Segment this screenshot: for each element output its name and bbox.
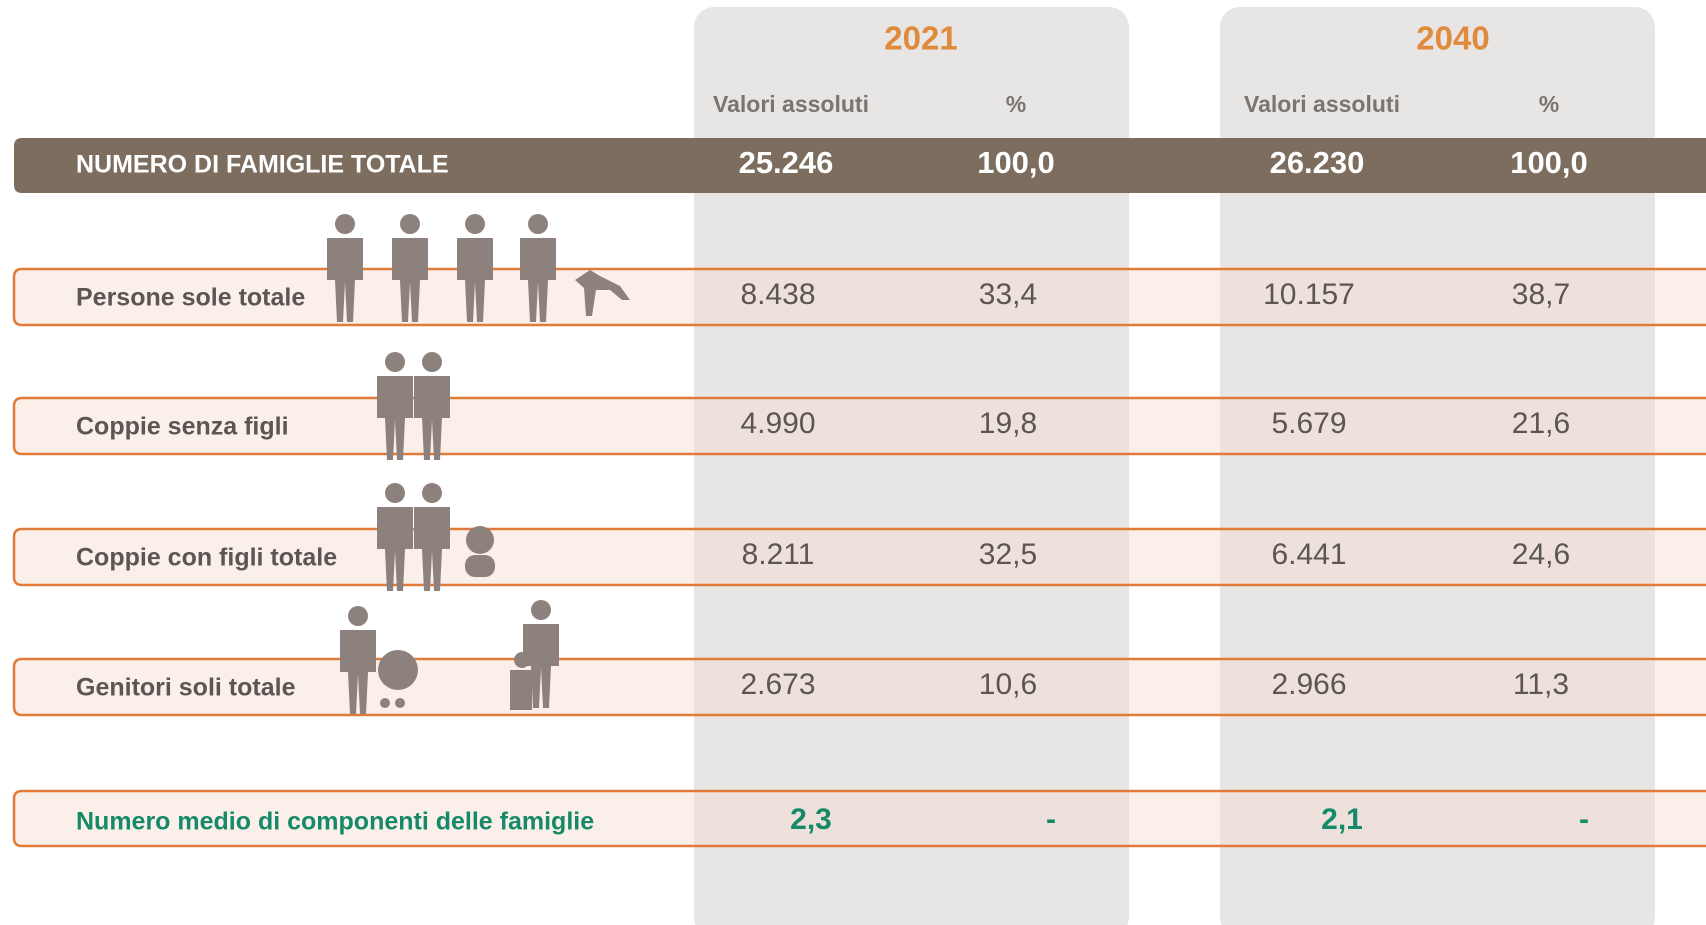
average-value: - — [1046, 803, 1056, 836]
total-label: NUMERO DI FAMIGLIE TOTALE — [76, 151, 449, 179]
row-value: 21,6 — [1512, 407, 1570, 440]
year-header: 2040 — [1416, 20, 1489, 57]
row-value: 32,5 — [979, 538, 1037, 571]
row-value: 19,8 — [979, 407, 1037, 440]
row-label: Persone sole totale — [76, 284, 305, 312]
row-value: 6.441 — [1271, 538, 1346, 571]
row-value: 10.157 — [1263, 278, 1355, 311]
row-value: 38,7 — [1512, 278, 1570, 311]
total-value: 26.230 — [1270, 145, 1365, 180]
average-value: - — [1579, 803, 1589, 836]
row-band — [12, 657, 1706, 717]
row-value: 11,3 — [1513, 668, 1569, 701]
year-header: 2021 — [884, 20, 957, 57]
row-value: 4.990 — [740, 407, 815, 440]
row-value: 33,4 — [979, 278, 1037, 311]
column-header: Valori assoluti — [1244, 91, 1400, 117]
row-band — [14, 138, 1706, 193]
total-value: 100,0 — [1510, 145, 1588, 180]
row-band — [12, 789, 1706, 848]
column-header: % — [1539, 91, 1559, 117]
average-label: Numero medio di componenti delle famigli… — [76, 808, 594, 836]
row-value: 8.438 — [740, 278, 815, 311]
row-value: 8.211 — [742, 538, 815, 571]
row-value: 5.679 — [1271, 407, 1346, 440]
row-value: 24,6 — [1512, 538, 1570, 571]
column-header: Valori assoluti — [713, 91, 869, 117]
total-value: 25.246 — [739, 145, 834, 180]
row-band — [12, 267, 1706, 327]
row-label: Genitori soli totale — [76, 674, 296, 702]
row-value: 2.966 — [1271, 668, 1346, 701]
panel-2040 — [1220, 7, 1655, 925]
panel-2021 — [694, 7, 1129, 925]
row-value: 2.673 — [740, 668, 815, 701]
row-label: Coppie con figli totale — [76, 544, 337, 572]
average-value: 2,1 — [1321, 803, 1363, 836]
row-label: Coppie senza figli — [76, 413, 289, 441]
column-header: % — [1006, 91, 1026, 117]
row-value: 10,6 — [979, 668, 1037, 701]
icons — [327, 214, 630, 714]
average-value: 2,3 — [790, 803, 832, 836]
total-value: 100,0 — [977, 145, 1055, 180]
